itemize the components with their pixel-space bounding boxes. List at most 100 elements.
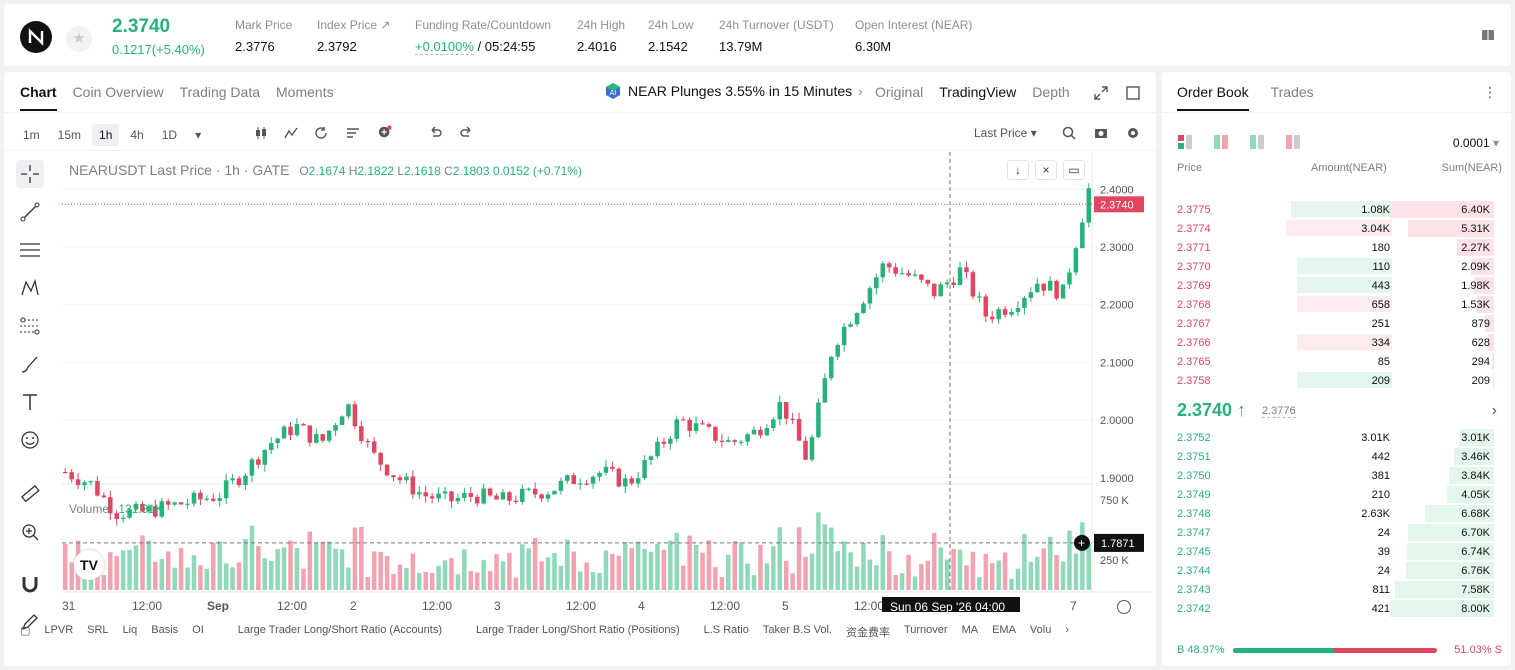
candle-body[interactable] [661,441,667,444]
redo-icon[interactable] [460,126,474,140]
interval-15m[interactable]: 15m [57,128,82,142]
candle-body[interactable] [307,425,313,443]
candle-body[interactable] [346,404,351,417]
indicator-lt-positions[interactable]: Large Trader Long/Short Ratio (Positions… [476,624,680,636]
more-icon[interactable]: ⋮ [1483,84,1497,100]
candle-body[interactable] [262,449,268,465]
candle-body[interactable] [874,277,879,289]
candle-body[interactable] [507,492,512,501]
camera-icon[interactable] [1094,126,1108,140]
candle-body[interactable] [796,418,802,441]
candle-body[interactable] [816,402,821,438]
candle-body[interactable] [1047,280,1053,291]
candle-body[interactable] [854,313,860,325]
candle-body[interactable] [423,492,428,497]
lock-draw-tool[interactable] [16,608,44,636]
price-type-select[interactable]: Last Price ▾ [974,126,1037,140]
candle-body[interactable] [204,498,210,500]
candle-body[interactable] [1009,311,1014,315]
candle-body[interactable] [951,282,956,285]
indicator-taker-bs[interactable]: Taker B.S Vol. [762,624,832,636]
candle-body[interactable] [243,475,248,486]
indicator-list-icon[interactable]: ▢ [20,625,31,637]
candle-body[interactable] [95,480,100,496]
ask-row[interactable]: 2.3765 85 294 [1162,352,1502,371]
bid-row[interactable]: 2.3743 811 7.58K [1162,580,1502,599]
candle-body[interactable] [616,468,622,487]
fib-tool[interactable] [16,312,44,340]
candle-body[interactable] [893,267,898,274]
candle-body[interactable] [996,309,1001,320]
candle-body[interactable] [655,441,660,457]
candle-body[interactable] [668,438,673,444]
bid-row[interactable]: 2.3745 39 6.74K [1162,542,1502,561]
favorite-star-icon[interactable]: ★ [66,26,92,52]
candle-body[interactable] [623,478,628,487]
candle-body[interactable] [468,493,474,497]
candle-body[interactable] [320,434,325,441]
ruler-tool[interactable] [16,480,44,508]
candle-body[interactable] [223,480,229,499]
candle-body[interactable] [790,418,795,420]
indicator-oi[interactable]: OI [192,624,204,636]
candle-body[interactable] [944,282,950,285]
candle-body[interactable] [732,440,737,442]
candle-body[interactable] [1073,248,1079,273]
candle-body[interactable] [713,426,718,441]
news-headline[interactable]: NEAR Plunges 3.55% in 15 Minutes [628,83,853,99]
indicator-liq[interactable]: Liq [122,624,138,636]
candle-body[interactable] [532,488,538,495]
candle-body[interactable] [127,509,132,518]
candle-body[interactable] [249,459,255,476]
candle-type-icon[interactable] [254,126,268,140]
emoji-tool[interactable] [16,426,44,454]
candle-body[interactable] [738,441,744,443]
candle-body[interactable] [159,501,165,517]
indicator-srl[interactable]: SRL [87,624,109,636]
candle-body[interactable] [1054,280,1059,299]
candle-body[interactable] [635,478,641,484]
candle-body[interactable] [120,517,126,519]
candle-body[interactable] [886,263,892,268]
candle-body[interactable] [700,423,705,425]
indicator-lpvr[interactable]: LPVR [44,624,74,636]
candle-body[interactable] [571,475,577,485]
tab-coin-overview[interactable]: Coin Overview [72,84,164,100]
trendline-tool[interactable] [16,198,44,226]
candle-body[interactable] [191,492,197,504]
indicator-ma[interactable]: MA [961,624,979,636]
candle-body[interactable] [198,492,203,500]
candle-body[interactable] [906,273,911,276]
view-tradingview[interactable]: TradingView [939,84,1017,100]
chevron-right-icon[interactable]: › [1491,402,1497,419]
scroll-down-button[interactable]: ↓ [1007,160,1029,180]
candle-body[interactable] [449,491,454,502]
tab-chart[interactable]: Chart [20,84,57,111]
bid-row[interactable]: 2.3751 442 3.46K [1162,447,1502,466]
candle-body[interactable] [912,274,918,276]
book-icon[interactable] [1481,28,1495,42]
add-alert-plus-icon[interactable] [1074,534,1090,551]
candle-body[interactable] [545,494,551,499]
candle-body[interactable] [693,423,699,431]
candle-body[interactable] [539,494,544,499]
precision-select[interactable]: 0.0001 ▾ [1452,136,1499,150]
expand-icon[interactable] [1094,86,1108,100]
candle-body[interactable] [62,472,68,474]
candle-body[interactable] [526,488,531,490]
candle-body[interactable] [1022,297,1027,308]
candle-body[interactable] [1015,307,1021,312]
indicator-lt-accounts[interactable]: Large Trader Long/Short Ratio (Accounts) [237,624,443,636]
candle-body[interactable] [867,288,873,304]
candle-body[interactable] [919,274,924,280]
text-tool[interactable] [16,388,44,416]
candle-body[interactable] [983,296,989,317]
candle-body[interactable] [326,430,332,441]
candle-body[interactable] [938,284,943,297]
candle-body[interactable] [140,503,145,512]
tab-moments[interactable]: Moments [276,84,334,100]
candle-body[interactable] [848,324,853,327]
add-indicator-icon[interactable] [378,125,392,139]
candle-body[interactable] [314,434,319,443]
template-icon[interactable] [346,126,360,140]
